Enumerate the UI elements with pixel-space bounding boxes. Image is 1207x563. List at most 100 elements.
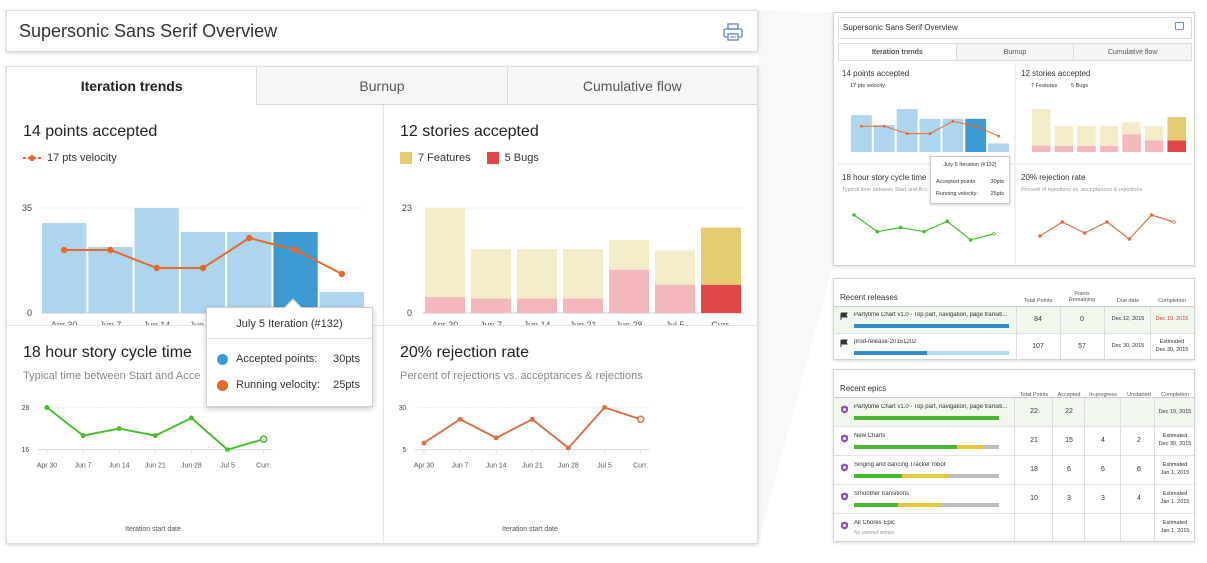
epic-name[interactable]: All Chores Epic [854,520,896,526]
thumb-velocity-point-2 [905,132,909,135]
thumb-cycle-heading: 18 hour story cycle time [842,173,927,182]
features-swatch [400,152,412,164]
thumb-tab-flow: Cumulative flow [1073,44,1192,60]
epic-name[interactable]: Singing and dancing Tracker robot [854,462,946,468]
title-bar: Supersonic Sans Serif Overview [6,10,758,52]
thumb-rejection-point-6 [1172,220,1176,224]
epic-completion-label: Estimated [1162,491,1188,497]
epics-column-separator [1154,398,1155,541]
cycle-time-panel: 18 hour story cycle time Typical time be… [7,326,383,545]
velocity-point-3 [199,264,207,272]
epic-progress-inprogress [901,474,950,478]
thumb-rejection-line [1039,214,1175,240]
cycle-point-6 [259,435,268,443]
thumb-features-bar-6 [1167,117,1186,141]
epic-progress-accepted [854,416,999,420]
stories-accepted-panel: 12 stories accepted 7 Features 5 Bugs 23… [384,105,759,325]
rejection-xtick-5: Jul 5 [597,462,612,469]
release-due: Dec 30, 2015 [1111,343,1145,349]
velocity-legend-label: 17 pts velocity [47,152,117,164]
epics-heading: Recent epics [840,384,887,393]
thumb-cycle-point-6 [992,231,996,236]
panel-divider-horizontal [7,325,759,326]
release-progress-track [854,324,1009,328]
epic-completion: Jan 1, 2015 [1160,499,1190,505]
releases-column-separator [1016,307,1017,359]
thumb-bugs-bar-0 [1032,145,1051,152]
velocity-point-5 [292,246,299,254]
epic-completion-label: Estimated [1162,433,1188,439]
tab-iteration-trends[interactable]: Iteration trends [7,67,257,105]
release-due: Dec 12, 2015 [1111,316,1145,322]
stories-xtick-1: Jun 7 [480,320,502,325]
stories-legend: 7 Features 5 Bugs [400,152,539,164]
epic-badge-icon [840,405,849,414]
thumb-features-bar-3 [1099,125,1119,147]
stories-heading: 12 stories accepted [400,123,539,140]
rejection-point-2 [493,435,499,441]
rejection-point-4 [565,445,571,451]
release-row[interactable]: prod-release-20151202 107 57 Dec 30, 2015 Es… [834,334,1194,359]
release-name[interactable]: Partytime Chart v1.0 - Top part, navigat… [854,312,1008,318]
releases-heading: Recent releases [840,293,898,302]
thumb-rejection-point-2 [1082,231,1087,235]
iteration-trends-card: Iteration trends Burnup Cumulative flow … [6,66,759,545]
tooltip-velocity-label: Running velocity: [236,379,320,391]
epic-badge-icon [840,521,849,530]
releases-col-completion: Completion [1158,298,1186,304]
thumb-features-bar-4 [1122,122,1141,135]
thumb-bugs-bar-2 [1077,146,1096,152]
cycle-xtick-3: Jun 21 [145,462,166,469]
thumb-points-bar-2 [896,109,918,152]
thumb-cycle-point-1 [875,229,880,234]
cycle-xtick-5: Jul 5 [220,462,235,469]
thumb-rejection-sub: Percent of rejections vs. acceptances & … [1021,187,1143,193]
release-completion: Dec 30, 2015 [1155,347,1189,353]
epics-header: Recent epics Total Points Accepted In-pr… [834,370,1194,398]
thumb-tooltip-val2: 25pts [990,191,1004,197]
print-icon[interactable] [723,23,743,41]
epic-completion: Jan 1, 2015 [1160,528,1190,534]
rejection-point-3 [529,416,535,422]
epic-name[interactable]: Smoother transitions [854,491,910,497]
epic-name[interactable]: Partytime Chart v1.0 - Top part, navigat… [854,404,1008,410]
tooltip-divider [207,338,372,339]
recent-releases-card: Recent releases Total Points Points Rema… [833,278,1195,360]
stories-xtick-6: Curr. [711,320,731,325]
rejection-subtitle: Percent of rejections vs. acceptances & … [400,370,643,382]
tooltip-accepted-label: Accepted points: [236,353,318,365]
thumb-points-bar-6 [988,143,1009,152]
tab-burnup[interactable]: Burnup [256,67,507,105]
epic-completion: Dec 19, 2015 [1158,409,1192,415]
rejection-point-0 [421,440,427,446]
thumb-tabs: Iteration trends Burnup Cumulative flow [838,43,1192,61]
thumb-points-heading: 14 points accepted [842,69,910,78]
release-progress-track [854,351,1009,355]
cycle-point-2 [116,426,122,432]
stories-xtick-0: Apr 30 [432,320,459,325]
epics-col-inprogress: In-progress [1089,392,1117,398]
thumb-tooltip-row2: Running velocity: [936,191,978,197]
epic-row[interactable]: Smoother transitions 10 3 3 4 Estimated Jan 1,… [834,485,1194,514]
tooltip-title: July 5 Iteration (#132) [236,318,343,330]
thumb-tooltip-title: July 5 Iteration (#132) [943,162,997,168]
stories-xtick-4: Jun 28 [615,320,642,325]
epic-name[interactable]: New Charts [854,433,886,439]
thumb-cycle-point-0 [852,213,856,217]
release-row[interactable]: Partytime Chart v1.0 - Top part, navigat… [834,307,1194,334]
stories-features-bar-5 [655,250,695,285]
epic-progress-track [854,445,999,449]
release-remaining: 57 [1078,343,1086,350]
points-bar-1 [88,247,133,313]
epic-row[interactable]: All Chores Epic No pointed stories Estimat… [834,514,1194,541]
releases-column-separator [1150,307,1151,359]
rejection-line [423,406,641,450]
points-bar-2 [134,208,179,313]
epics-column-separator [1052,398,1053,541]
overview-thumbnail[interactable]: Supersonic Sans Serif Overview Iteration… [833,12,1195,266]
epic-total: 18 [1030,466,1038,473]
tab-cumulative-flow[interactable]: Cumulative flow [506,67,757,105]
tooltip-row-velocity: Running velocity: [217,379,364,391]
release-name[interactable]: prod-release-20151202 [854,339,917,345]
